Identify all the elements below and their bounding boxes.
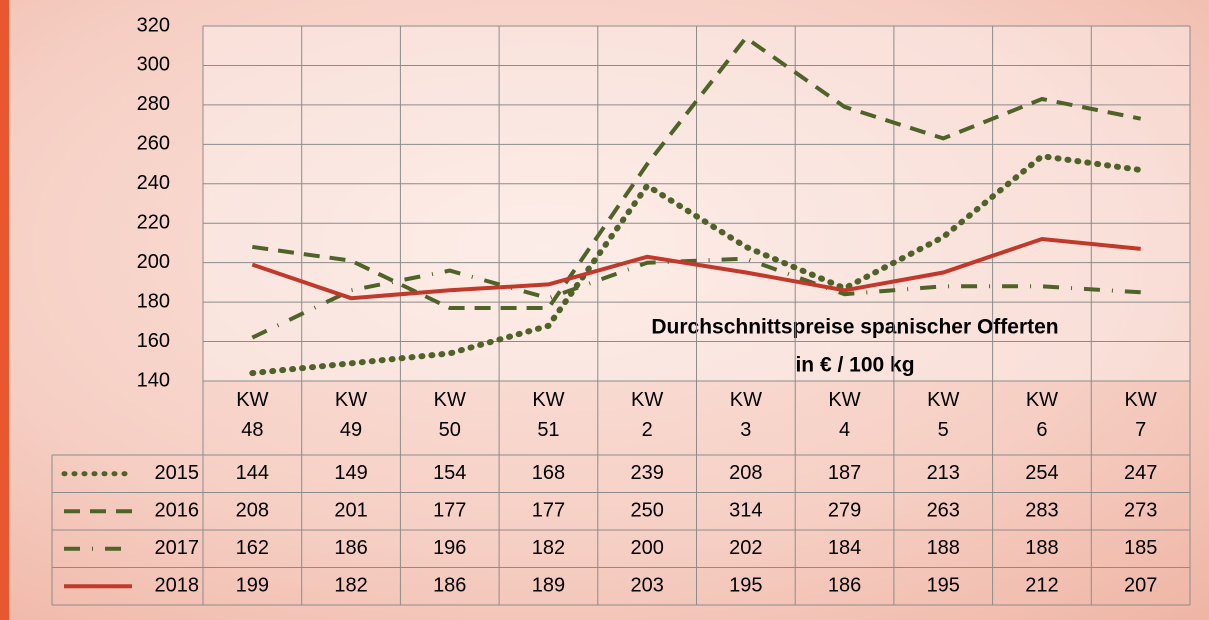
- x-tick-cell: KW 4: [828, 389, 861, 441]
- table-value: 250: [630, 500, 663, 522]
- table-value: 201: [334, 500, 367, 522]
- x-tick-cell: KW 50: [433, 389, 466, 441]
- x-tick-cell: KW 49: [334, 389, 368, 441]
- x-tick-cell: KW 51: [532, 389, 565, 441]
- table-value: 207: [1124, 575, 1157, 597]
- table-value: 203: [630, 575, 663, 597]
- table-value: 208: [729, 462, 762, 484]
- table-value: 168: [532, 462, 565, 484]
- x-tick-label: KW 7: [1124, 389, 1157, 441]
- table-value: 149: [334, 462, 367, 484]
- table-value: 213: [927, 462, 960, 484]
- table-value: 184: [828, 537, 861, 559]
- legend-label: 2018: [155, 575, 200, 597]
- table-value: 185: [1124, 537, 1157, 559]
- x-tick-cell: KW 2: [631, 389, 664, 441]
- table-value: 189: [532, 575, 565, 597]
- x-tick-label: KW 6: [1025, 389, 1059, 441]
- table-value: 182: [532, 537, 565, 559]
- y-tick-label: 260: [137, 133, 170, 155]
- y-tick-label: 300: [137, 54, 170, 76]
- table-value: 263: [927, 500, 960, 522]
- table-value: 186: [828, 575, 861, 597]
- table-value: 195: [729, 575, 762, 597]
- table-value: 254: [1025, 462, 1058, 484]
- table-value: 162: [236, 537, 269, 559]
- table-value: 186: [334, 537, 367, 559]
- x-tick-cell: KW 6: [1025, 389, 1059, 441]
- x-tick-cell: KW 48: [236, 389, 269, 441]
- y-tick-label: 220: [137, 212, 170, 234]
- table-value: 154: [433, 462, 466, 484]
- y-tick-label: 320: [137, 14, 170, 36]
- table-value: 186: [433, 575, 466, 597]
- y-tick-label: 140: [137, 369, 170, 391]
- x-tick-label: KW 4: [828, 389, 861, 441]
- series-line: [251, 236, 1141, 301]
- y-tick-label: 240: [137, 172, 170, 194]
- table-value: 283: [1025, 500, 1058, 522]
- x-tick-label: KW 3: [729, 389, 762, 441]
- edge-strip: [0, 0, 9, 620]
- table-value: 247: [1124, 462, 1157, 484]
- legend-label: 2015: [155, 462, 200, 484]
- table-value: 200: [630, 537, 663, 559]
- table-value: 208: [236, 500, 269, 522]
- x-tick-label: KW 50: [433, 389, 466, 441]
- table-value: 279: [828, 500, 861, 522]
- x-tick-label: KW 51: [532, 389, 565, 441]
- annotation: Durchschnittspreise spanischer Offerten: [651, 316, 1058, 339]
- y-tick-label: 200: [137, 251, 170, 273]
- table-value: 314: [729, 500, 762, 522]
- table-value: 195: [927, 575, 960, 597]
- series-line: [252, 35, 1142, 310]
- table-value: 188: [927, 537, 960, 559]
- x-tick-label: KW 49: [334, 389, 368, 441]
- table-value: 239: [630, 462, 663, 484]
- table-value: 196: [433, 537, 466, 559]
- y-tick-label: 180: [137, 290, 170, 312]
- y-tick-label: 160: [137, 330, 170, 352]
- table-value: 212: [1025, 575, 1058, 597]
- series-line: [249, 153, 1144, 377]
- legend-label: 2017: [155, 537, 200, 559]
- x-tick-cell: KW 5: [927, 389, 960, 441]
- legend-label: 2016: [155, 500, 200, 522]
- x-tick-cell: KW 3: [729, 389, 762, 441]
- x-tick-label: KW 2: [631, 389, 664, 441]
- table-value: 187: [828, 462, 861, 484]
- x-tick-cell: KW 7: [1124, 389, 1157, 441]
- annotation: in € / 100 kg: [795, 354, 914, 377]
- table-value: 182: [334, 575, 367, 597]
- table-value: 199: [236, 575, 269, 597]
- table-value: 144: [236, 462, 269, 484]
- table-value: 202: [729, 537, 762, 559]
- table-value: 177: [532, 500, 565, 522]
- series-line: [251, 256, 1141, 340]
- table-value: 188: [1025, 537, 1058, 559]
- y-tick-label: 280: [137, 93, 170, 115]
- x-tick-label: KW 48: [236, 389, 269, 441]
- table-value: 273: [1124, 500, 1157, 522]
- x-tick-label: KW 5: [927, 389, 960, 441]
- table-value: 177: [433, 500, 466, 522]
